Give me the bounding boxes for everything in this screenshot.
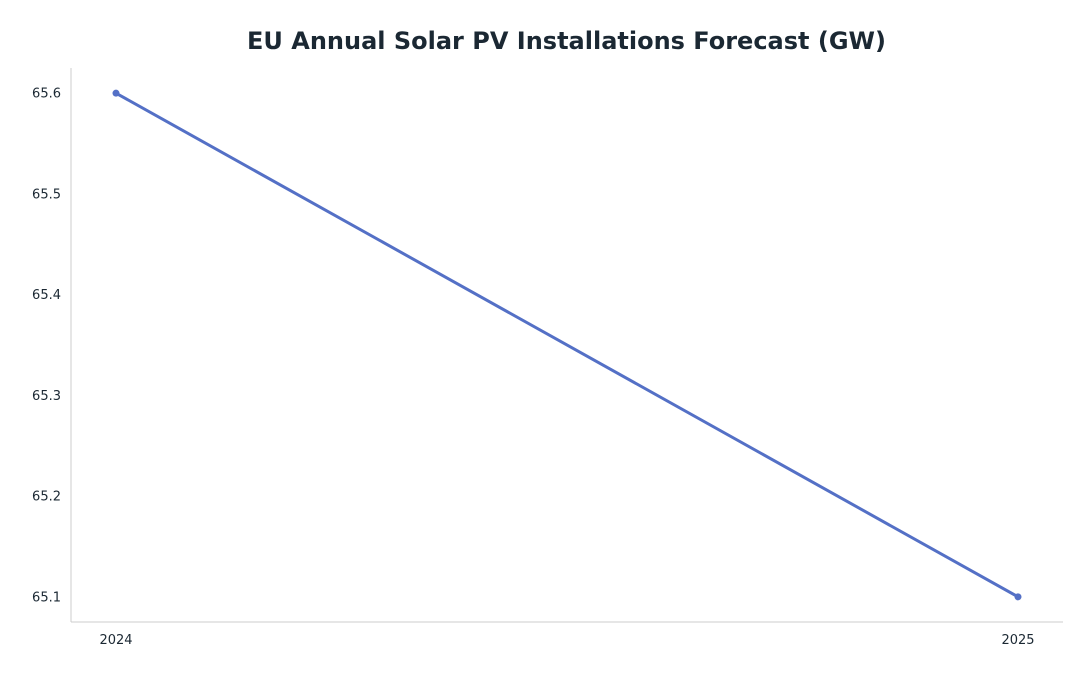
axes bbox=[70, 68, 1063, 623]
y-tick-label: 65.6 bbox=[32, 87, 61, 102]
x-tick-label: 2024 bbox=[99, 633, 132, 648]
x-tick-label: 2025 bbox=[1001, 633, 1034, 648]
series-layer bbox=[112, 89, 1022, 601]
y-tick-label: 65.5 bbox=[32, 187, 61, 202]
y-tick-label: 65.1 bbox=[32, 590, 61, 605]
y-tick-label: 65.4 bbox=[32, 288, 61, 303]
y-tick-label: 65.3 bbox=[32, 389, 61, 404]
data-point bbox=[112, 89, 120, 97]
y-tick-label: 65.2 bbox=[32, 490, 61, 505]
data-point bbox=[1014, 593, 1022, 601]
tick-labels: 65.1 65.2 65.3 65.4 65.5 65.6 2024 2025 bbox=[32, 87, 1035, 648]
chart-title: EU Annual Solar PV Installations Forecas… bbox=[247, 27, 886, 55]
series-line bbox=[114, 91, 1020, 599]
